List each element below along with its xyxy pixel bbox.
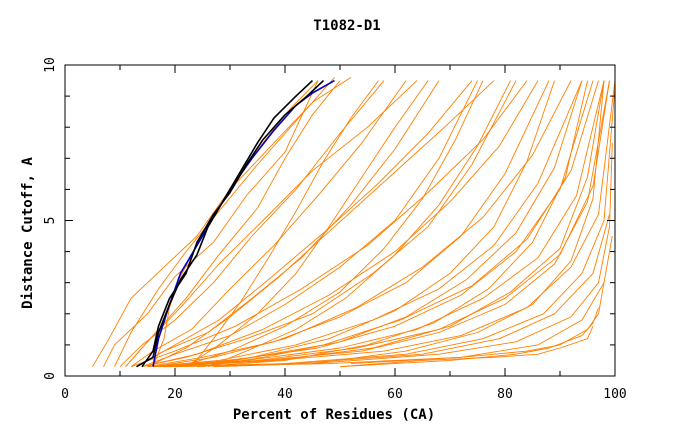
series-line-31 bbox=[213, 80, 605, 368]
highlight-series-line-42 bbox=[136, 80, 314, 368]
series-line-18 bbox=[125, 80, 418, 367]
series-line-19 bbox=[136, 80, 473, 368]
series-line-7 bbox=[147, 80, 550, 368]
series-line-10 bbox=[152, 80, 605, 368]
x-tick-label-80: 80 bbox=[497, 387, 513, 402]
chart-title: T1082-D1 bbox=[313, 18, 380, 34]
series-line-4 bbox=[136, 80, 440, 368]
series-line-30 bbox=[202, 80, 583, 368]
y-axis-title: Distance Cutoff, A bbox=[20, 157, 36, 309]
series-line-33 bbox=[207, 80, 511, 368]
series-line-24 bbox=[169, 80, 605, 368]
series-line-35 bbox=[147, 80, 495, 368]
y-tick-label-0: 0 bbox=[43, 372, 58, 380]
series-line-11 bbox=[158, 80, 610, 368]
series-line-3 bbox=[130, 80, 407, 368]
series-line-27 bbox=[185, 80, 429, 368]
series-line-37 bbox=[339, 307, 599, 368]
series-layer bbox=[92, 77, 616, 368]
plot-frame bbox=[64, 64, 616, 377]
series-line-21 bbox=[152, 80, 572, 368]
x-tick-label-0: 0 bbox=[61, 387, 69, 402]
x-axis-title: Percent of Residues (CA) bbox=[233, 407, 435, 423]
series-line-38 bbox=[350, 282, 605, 365]
highlight-series-line-41 bbox=[141, 80, 325, 368]
series-line-2 bbox=[119, 80, 385, 368]
x-tick-label-40: 40 bbox=[277, 387, 293, 402]
series-line-0 bbox=[92, 77, 352, 367]
series-line-26 bbox=[180, 80, 484, 368]
series-line-13 bbox=[163, 86, 616, 368]
series-line-15 bbox=[169, 142, 613, 368]
x-tick-label-20: 20 bbox=[167, 387, 183, 402]
series-line-25 bbox=[174, 80, 555, 368]
series-line-8 bbox=[147, 80, 583, 368]
series-line-32 bbox=[196, 80, 588, 368]
x-tick-label-100: 100 bbox=[603, 387, 626, 402]
x-tick-label-60: 60 bbox=[387, 387, 403, 402]
series-line-20 bbox=[141, 80, 539, 368]
y-tick-label-5: 5 bbox=[43, 217, 58, 225]
series-line-34 bbox=[130, 80, 528, 368]
series-line-36 bbox=[339, 326, 594, 368]
y-tick-label-10: 10 bbox=[43, 57, 58, 73]
series-line-29 bbox=[125, 80, 341, 367]
axes-layer: 0 20 40 60 80 100 0 5 10 bbox=[43, 57, 627, 402]
series-line-5 bbox=[141, 80, 478, 368]
series-line-28 bbox=[191, 80, 379, 367]
